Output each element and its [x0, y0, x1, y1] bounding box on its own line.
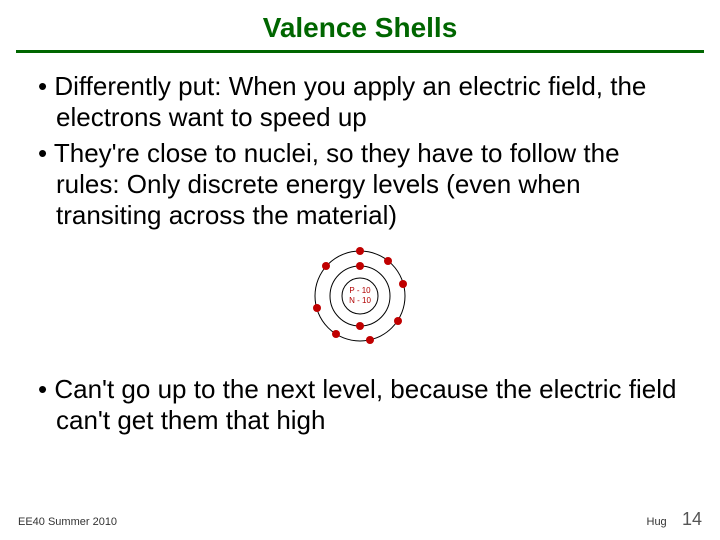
svg-text:P - 10: P - 10: [349, 286, 371, 295]
bullet-2: They're close to nuclei, so they have to…: [30, 138, 690, 230]
bullet-1: Differently put: When you apply an elect…: [30, 71, 690, 132]
bullet-3: Can't go up to the next level, because t…: [30, 374, 690, 435]
atom-diagram-wrap: P - 10N - 10: [30, 236, 690, 356]
svg-text:N - 10: N - 10: [349, 296, 371, 305]
footer-left: EE40 Summer 2010: [18, 516, 117, 528]
atom-diagram: P - 10N - 10: [300, 236, 420, 356]
page-title: Valence Shells: [0, 0, 720, 50]
content-area: Differently put: When you apply an elect…: [0, 53, 720, 436]
footer: EE40 Summer 2010 Hug 14: [0, 509, 720, 530]
footer-right: Hug: [647, 516, 667, 528]
page-number: 14: [682, 509, 702, 529]
